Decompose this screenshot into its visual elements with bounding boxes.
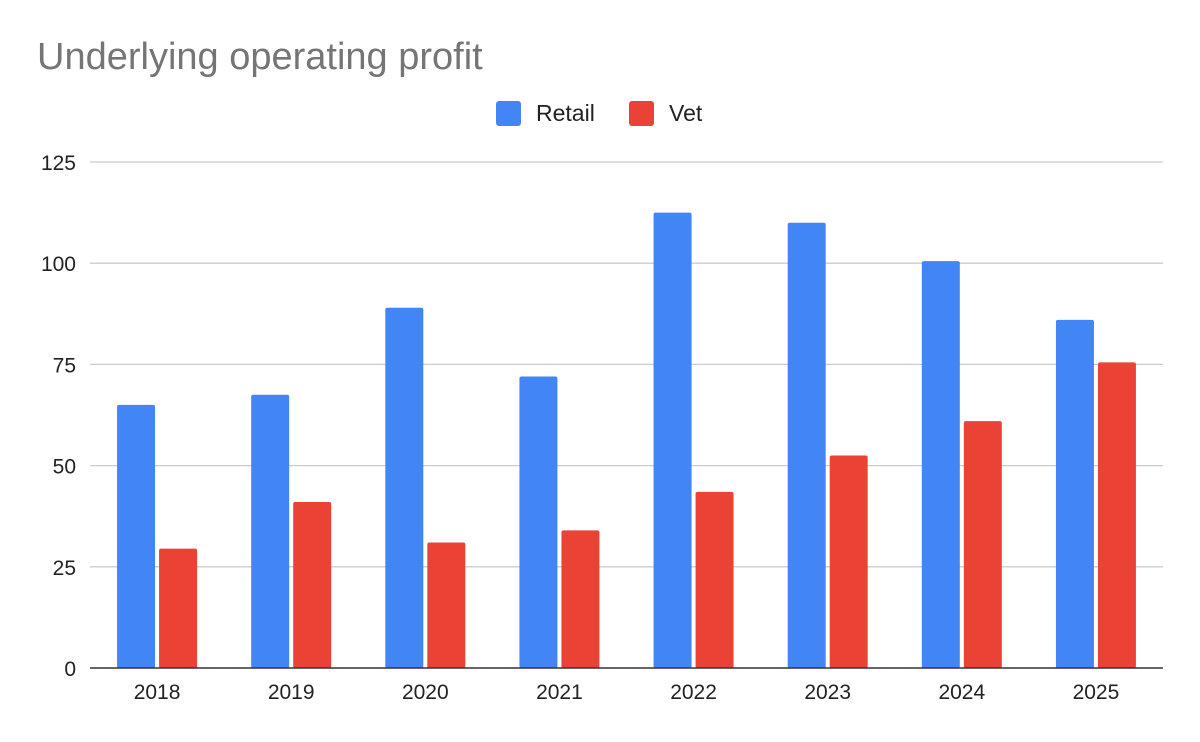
legend-swatch-vet (629, 101, 654, 126)
bar-vet-2019 (293, 502, 332, 668)
x-tick-label: 2018 (134, 681, 181, 704)
bar-vet-2024 (963, 421, 1002, 668)
bar-vet-2020 (427, 542, 466, 668)
bar-vet-2025 (1097, 362, 1136, 668)
legend-swatch-retail (496, 101, 521, 126)
bar-vet-2022 (695, 491, 734, 668)
bar-retail-2019 (251, 394, 290, 668)
y-tick-label: 100 (41, 253, 76, 276)
bar-retail-2020 (385, 307, 424, 668)
y-tick-label: 75 (53, 354, 76, 377)
legend-label-vet: Vet (669, 100, 703, 126)
bar-retail-2023 (787, 222, 826, 668)
legend: Retail Vet (496, 100, 703, 126)
legend-label-retail: Retail (536, 100, 595, 126)
x-tick-label: 2023 (804, 681, 851, 704)
bar-retail-2024 (921, 261, 960, 668)
y-tick-label: 125 (41, 152, 76, 175)
gridlines (90, 161, 1163, 568)
x-tick-label: 2025 (1073, 681, 1120, 704)
y-tick-label: 50 (53, 456, 76, 479)
x-tick-label: 2021 (536, 681, 583, 704)
bars (117, 212, 1136, 668)
bar-retail-2025 (1055, 319, 1094, 668)
x-axis-ticks: 2018 2019 2020 2021 2022 2023 2024 2025 (134, 681, 1120, 704)
y-tick-label: 25 (53, 557, 76, 580)
bar-retail-2021 (519, 376, 558, 668)
bar-retail-2018 (117, 404, 156, 668)
x-tick-label: 2022 (670, 681, 717, 704)
y-tick-label: 0 (64, 658, 76, 681)
bar-vet-2018 (159, 548, 198, 668)
bar-vet-2023 (829, 455, 868, 668)
chart-title: Underlying operating profit (37, 36, 483, 78)
x-tick-label: 2020 (402, 681, 449, 704)
bar-retail-2022 (653, 212, 692, 668)
bar-vet-2021 (561, 530, 600, 668)
y-axis-ticks: 0 25 50 75 100 125 (41, 152, 76, 681)
x-tick-label: 2019 (268, 681, 315, 704)
x-tick-label: 2024 (938, 681, 985, 704)
